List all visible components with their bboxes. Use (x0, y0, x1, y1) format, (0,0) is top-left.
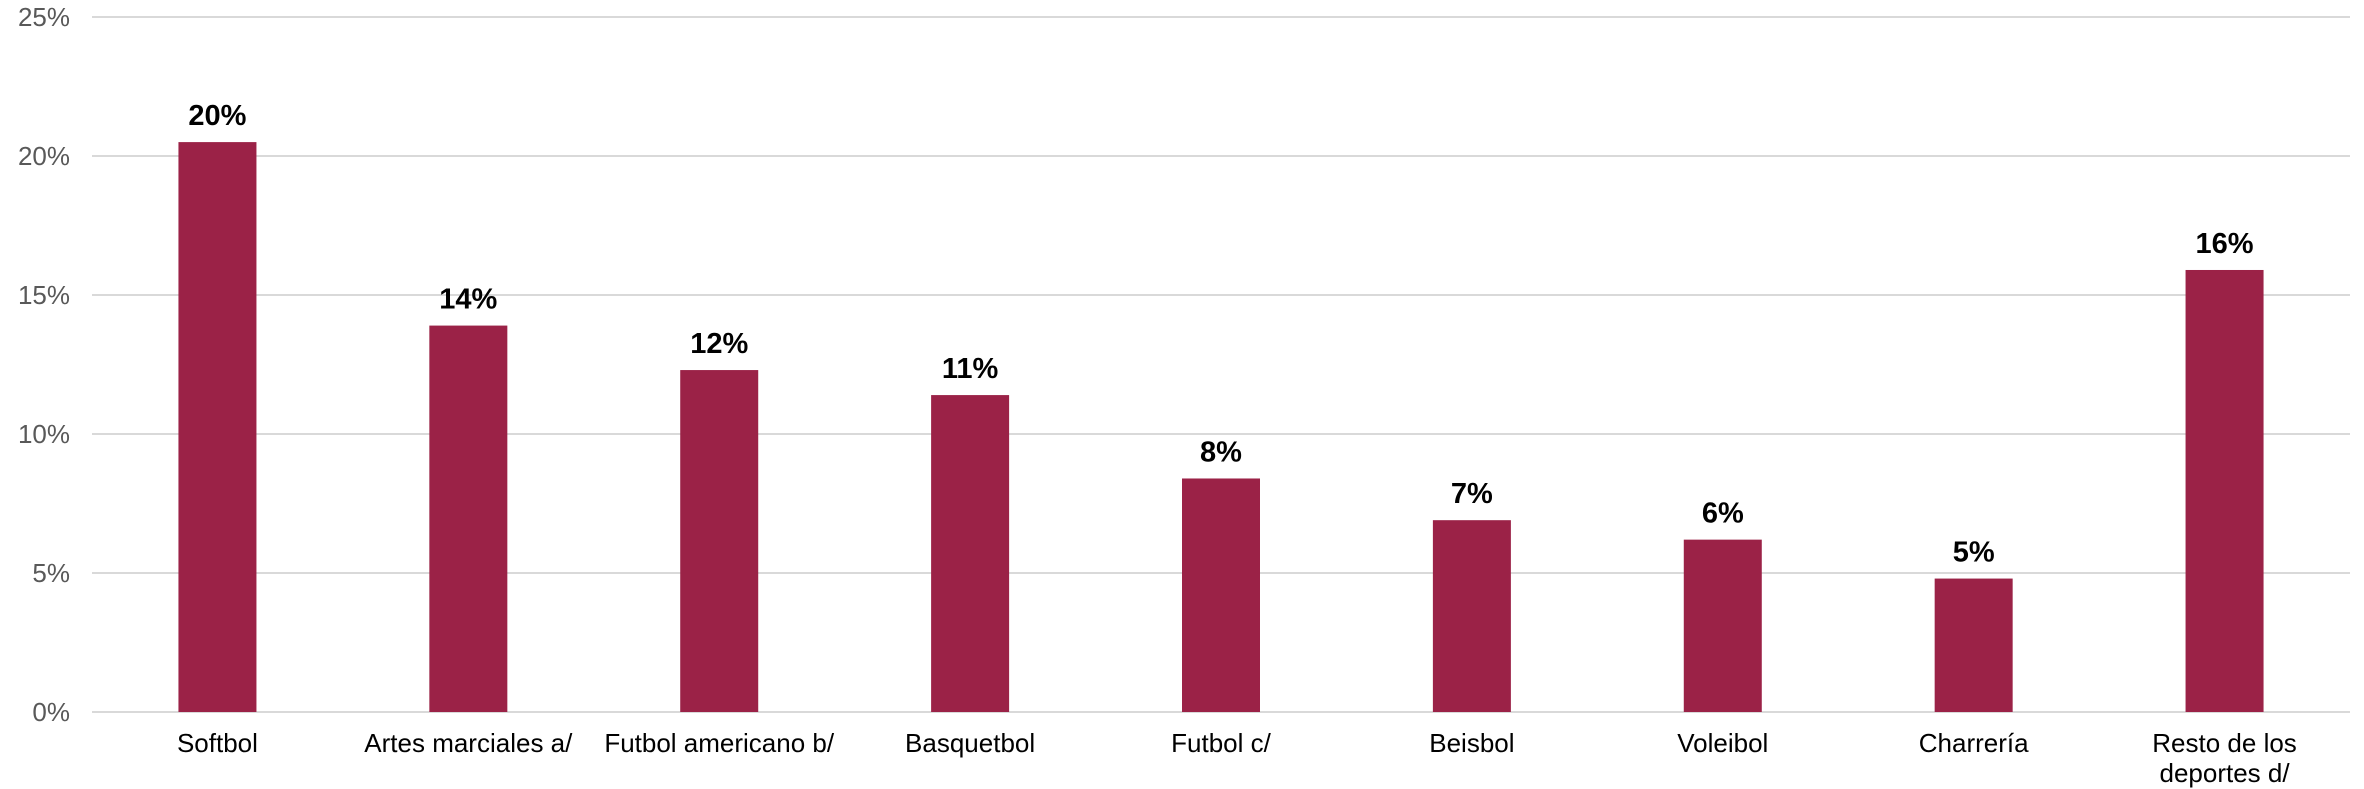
bar (1934, 578, 2013, 712)
category-label: Artes marciales a/ (364, 728, 573, 758)
data-label: 7% (1451, 478, 1493, 510)
bar (2185, 269, 2264, 712)
category-label: Beisbol (1429, 728, 1514, 758)
category-label-line: Basquetbol (905, 728, 1035, 758)
bar (680, 370, 759, 712)
bar (1683, 539, 1762, 712)
data-label: 12% (690, 328, 748, 360)
bar (931, 395, 1010, 712)
y-tick-label: 25% (18, 2, 70, 32)
category-label-line: Charrería (1919, 728, 2029, 758)
category-label: Charrería (1919, 728, 2029, 758)
category-label-line: Voleibol (1677, 728, 1768, 758)
category-label: Futbol c/ (1171, 728, 1271, 758)
bar (1432, 520, 1511, 712)
category-label-line: Futbol americano b/ (604, 728, 835, 758)
y-axis-tick-labels: 0% 5% 10% 15% 20% 25% (18, 2, 70, 727)
bar (429, 325, 508, 712)
y-tick-label: 10% (18, 419, 70, 449)
bar (178, 142, 257, 713)
y-tick-label: 0% (32, 697, 70, 727)
x-axis-category-labels: Softbol Artes marciales a/Futbol american… (177, 728, 2297, 788)
data-label: 6% (1702, 498, 1744, 530)
bars (178, 142, 2264, 713)
bar (1182, 478, 1260, 712)
data-labels: 20% 14% 12% 11% 8% 7% 6% 5% 16% (188, 100, 2253, 568)
category-label-line: Futbol c/ (1171, 728, 1271, 758)
category-label-line: Resto de los (2152, 728, 2297, 758)
data-label: 11% (942, 353, 999, 385)
y-tick-label: 20% (18, 141, 70, 171)
y-tick-label: 15% (18, 280, 70, 310)
category-label-line: Softbol (177, 728, 258, 758)
data-label: 20% (188, 100, 246, 132)
category-label-line: Beisbol (1429, 728, 1514, 758)
category-label: Basquetbol (905, 728, 1035, 758)
data-label: 5% (1953, 537, 1995, 569)
category-label: Resto de los deportes d/ (2152, 728, 2297, 788)
category-label-line: Artes marciales a/ (364, 728, 573, 758)
y-tick-label: 5% (32, 558, 70, 588)
category-label-line: deportes d/ (2160, 758, 2291, 788)
category-label: Futbol americano b/ (604, 728, 835, 758)
data-label: 14% (439, 284, 497, 316)
category-label: Voleibol (1677, 728, 1768, 758)
data-label: 16% (2196, 228, 2254, 260)
data-label: 8% (1200, 436, 1242, 468)
category-label: Softbol (177, 728, 258, 758)
